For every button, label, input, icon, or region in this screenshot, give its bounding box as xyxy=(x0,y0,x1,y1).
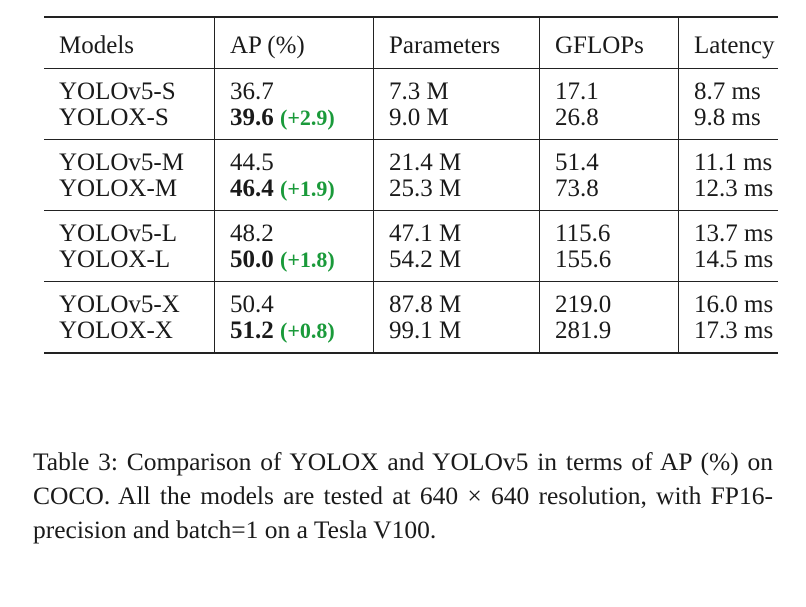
cell-latency: 17.3 ms xyxy=(678,317,778,353)
comparison-table: Models AP (%) Parameters GFLOPs Latency … xyxy=(44,16,778,354)
ap-value: 50.4 xyxy=(230,290,274,318)
cell-model: YOLOv5-M xyxy=(59,148,184,176)
cell-model: YOLOv5-X xyxy=(59,290,180,318)
caption-text: Comparison of YOLOX and YOLOv5 in terms … xyxy=(33,447,780,544)
ap-gain: (+1.8) xyxy=(280,246,335,272)
ap-value: 36.7 xyxy=(230,77,274,105)
cell-ap: 50.4 xyxy=(214,281,374,318)
cell-params: 9.0 M xyxy=(373,104,540,140)
cell-model: YOLOX-S xyxy=(59,103,169,131)
cell-params: 21.4 M xyxy=(373,139,540,175)
table-row: YOLOX-S 39.6 (+2.9) 9.0 M 26.8 9.8 ms xyxy=(44,104,778,140)
cell-gflops: 17.1 xyxy=(539,68,679,104)
cell-ap: 51.2 (+0.8) xyxy=(214,316,374,353)
cell-gflops: 281.9 xyxy=(539,317,679,353)
cell-ap: 39.6 (+2.9) xyxy=(214,103,374,140)
cell-gflops: 26.8 xyxy=(539,104,679,140)
ap-value: 44.5 xyxy=(230,148,274,176)
header-parameters: Parameters xyxy=(373,17,540,69)
cell-gflops: 73.8 xyxy=(539,175,679,211)
cell-ap: 50.0 (+1.8) xyxy=(214,245,374,282)
cell-params: 99.1 M xyxy=(373,317,540,353)
cell-gflops: 219.0 xyxy=(539,281,679,317)
ap-gain: (+1.9) xyxy=(280,175,335,201)
cell-params: 25.3 M xyxy=(373,175,540,211)
table-row: YOLOX-M 46.4 (+1.9) 25.3 M 73.8 12.3 ms xyxy=(44,175,778,211)
ap-value: 48.2 xyxy=(230,219,274,247)
header-models: Models xyxy=(59,31,134,59)
cell-latency: 8.7 ms xyxy=(678,68,778,104)
table-row: YOLOX-X 51.2 (+0.8) 99.1 M 281.9 17.3 ms xyxy=(44,317,778,353)
cell-gflops: 51.4 xyxy=(539,139,679,175)
cell-latency: 14.5 ms xyxy=(678,246,778,282)
cell-latency: 13.7 ms xyxy=(678,210,778,246)
cell-latency: 9.8 ms xyxy=(678,104,778,140)
table-caption: Table 3: Comparison of YOLOX and YOLOv5 … xyxy=(33,445,773,547)
ap-value: 50.0 xyxy=(230,245,274,273)
ap-value: 39.6 xyxy=(230,103,274,131)
caption-label: Table 3: xyxy=(33,447,118,476)
cell-ap: 48.2 xyxy=(214,210,374,247)
table-row: YOLOv5-M 44.5 21.4 M 51.4 11.1 ms xyxy=(44,139,778,176)
ap-value: 46.4 xyxy=(230,174,274,202)
cell-gflops: 115.6 xyxy=(539,210,679,246)
table-row: YOLOX-L 50.0 (+1.8) 54.2 M 155.6 14.5 ms xyxy=(44,246,778,282)
table-row: YOLOv5-X 50.4 87.8 M 219.0 16.0 ms xyxy=(44,281,778,318)
header-ap: AP (%) xyxy=(214,17,374,69)
cell-model: YOLOX-M xyxy=(59,174,178,202)
table-row: YOLOv5-S 36.7 7.3 M 17.1 8.7 ms xyxy=(44,68,778,105)
cell-gflops: 155.6 xyxy=(539,246,679,282)
ap-value: 51.2 xyxy=(230,316,274,344)
table-header-row: Models AP (%) Parameters GFLOPs Latency xyxy=(44,17,778,69)
cell-latency: 11.1 ms xyxy=(678,139,778,175)
cell-params: 47.1 M xyxy=(373,210,540,246)
cell-ap: 46.4 (+1.9) xyxy=(214,174,374,211)
cell-params: 7.3 M xyxy=(373,68,540,104)
cell-ap: 36.7 xyxy=(214,68,374,105)
cell-ap: 44.5 xyxy=(214,139,374,176)
ap-gain: (+0.8) xyxy=(280,317,335,343)
ap-gain: (+2.9) xyxy=(280,104,335,130)
cell-latency: 16.0 ms xyxy=(678,281,778,317)
cell-model: YOLOX-L xyxy=(59,245,171,273)
cell-params: 87.8 M xyxy=(373,281,540,317)
table-row: YOLOv5-L 48.2 47.1 M 115.6 13.7 ms xyxy=(44,210,778,247)
cell-latency: 12.3 ms xyxy=(678,175,778,211)
header-latency: Latency xyxy=(678,17,778,69)
cell-model: YOLOX-X xyxy=(59,316,173,344)
header-gflops: GFLOPs xyxy=(539,17,679,69)
cell-params: 54.2 M xyxy=(373,246,540,282)
cell-model: YOLOv5-S xyxy=(59,77,176,105)
cell-model: YOLOv5-L xyxy=(59,219,178,247)
